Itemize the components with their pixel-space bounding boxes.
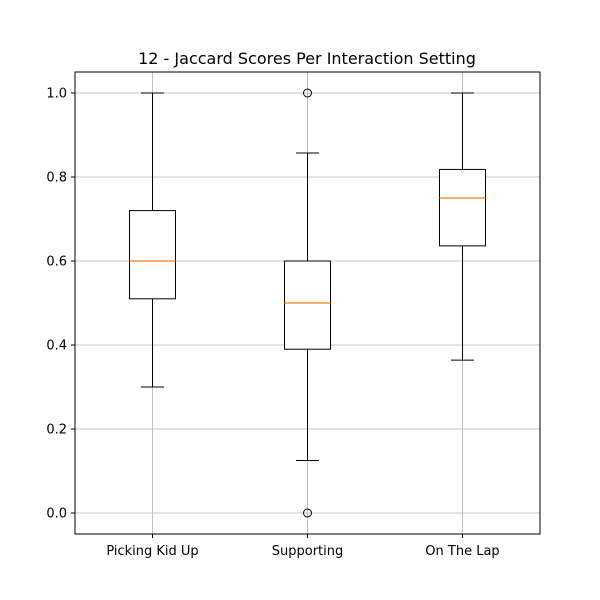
box-picking-kid-up [129,92,176,388]
chart-title: 12 - Jaccard Scores Per Interaction Sett… [138,49,476,68]
outlier-point [303,508,312,518]
outlier-point [303,88,312,98]
y-tick-label: 1.0 [46,87,67,102]
x-axis: Picking Kid Up Supporting On The Lap [106,534,500,559]
box-on-the-lap [439,92,486,361]
x-tick-label: Supporting [272,544,344,559]
iqr-box [439,168,486,247]
box-supporting [284,88,331,518]
y-tick-label: 0.8 [46,171,67,186]
y-tick-label: 0.2 [46,423,67,438]
boxes [129,88,486,518]
iqr-box [129,210,176,300]
y-tick-label: 0.4 [46,339,67,354]
y-tick-label: 0.0 [46,507,67,522]
y-tick-label: 0.6 [46,255,67,270]
plot-frame [74,71,541,535]
x-tick-label: On The Lap [425,544,499,559]
iqr-box [284,260,331,350]
y-axis: 0.0 0.2 0.4 0.6 0.8 1.0 [46,87,75,522]
x-tick-label: Picking Kid Up [106,544,198,559]
